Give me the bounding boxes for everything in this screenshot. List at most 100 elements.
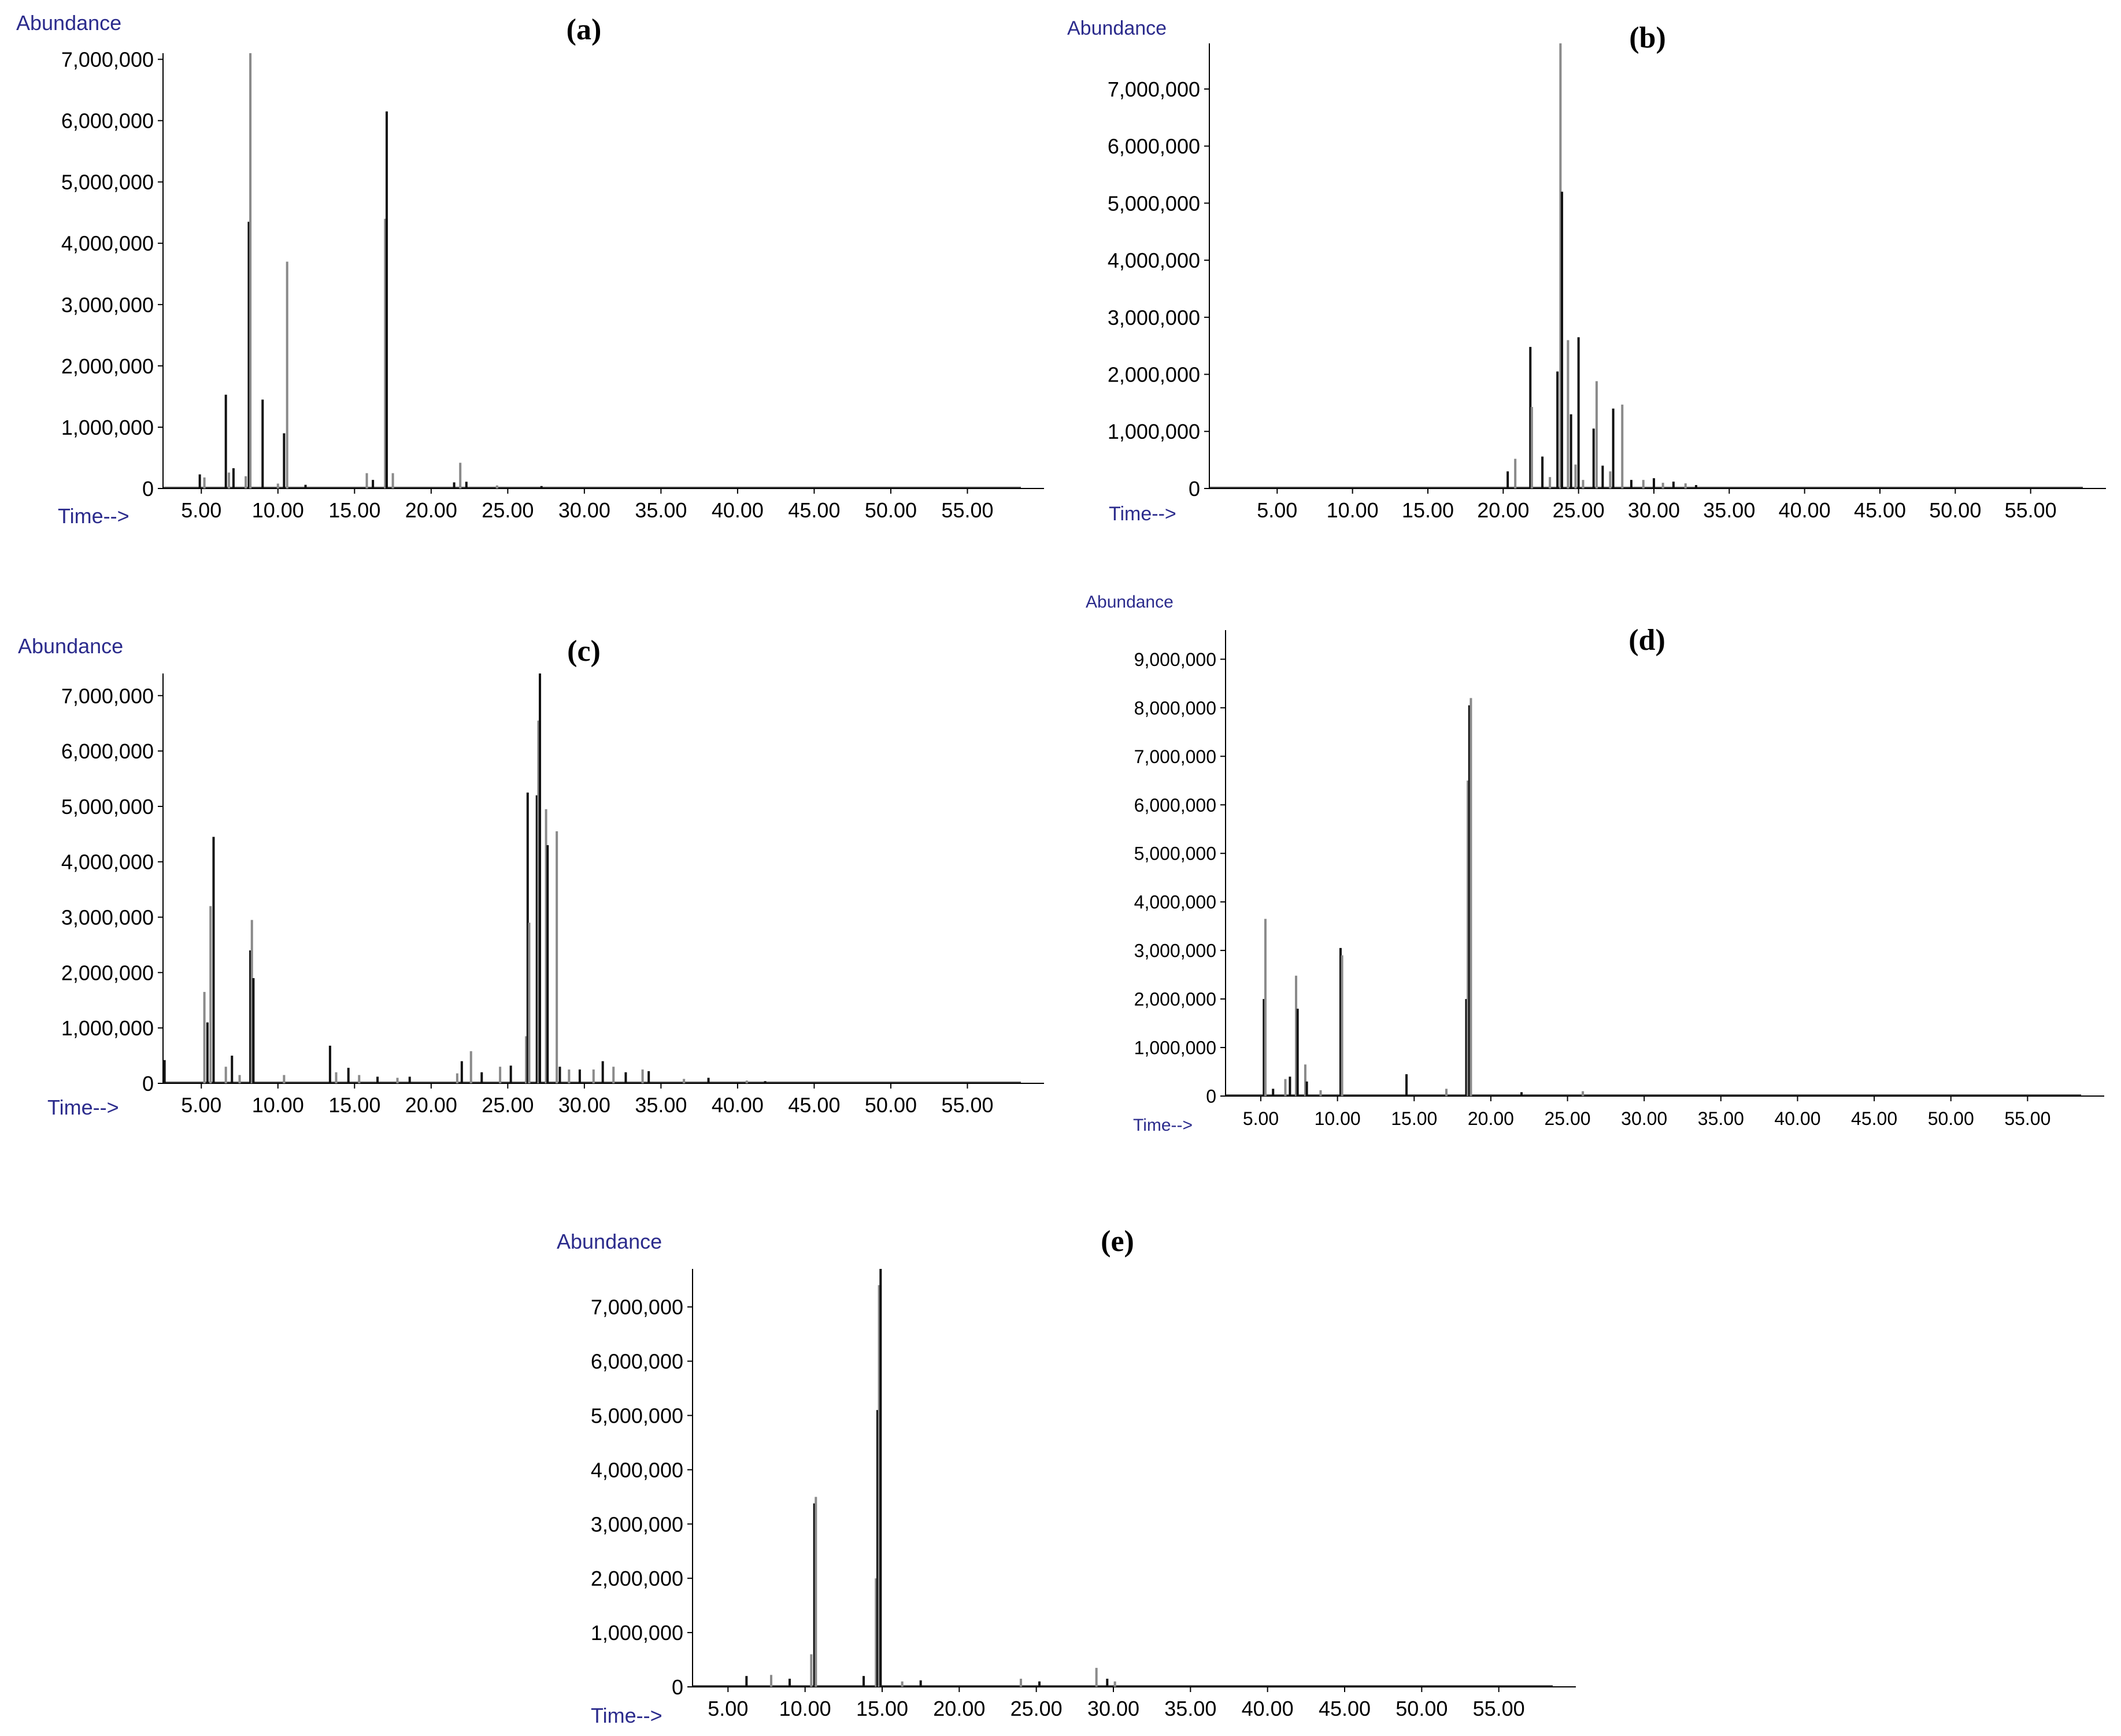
x-tick-label: 10.00 [252, 498, 304, 522]
chart-panel-1: 0 1,000,000 2,000,000 3,000,000 4,000,000 5,0… [16, 11, 1044, 528]
x-tick-label: 25.00 [1010, 1697, 1063, 1720]
x-tick-label: 50.00 [865, 498, 917, 522]
x-tick-label: 25.00 [1553, 498, 1605, 522]
x-axis-title: Time--> [1133, 1116, 1193, 1135]
y-tick-label: 3,000,000 [61, 906, 154, 930]
y-axis-title: Abundance [557, 1230, 662, 1253]
x-tick-label: 15.00 [328, 1093, 380, 1117]
y-tick-label: 8,000,000 [1134, 698, 1216, 719]
y-tick-label: 0 [142, 477, 154, 501]
x-tick-label: 35.00 [635, 1093, 687, 1117]
x-tick-label: 5.00 [181, 498, 221, 522]
x-tick-label: 35.00 [1703, 498, 1755, 522]
x-tick-label: 5.00 [1257, 498, 1297, 522]
x-tick-label: 30.00 [1621, 1108, 1667, 1129]
y-tick-label: 1,000,000 [61, 416, 154, 439]
x-tick-label: 30.00 [1087, 1697, 1139, 1720]
y-tick-label: 1,000,000 [1134, 1038, 1216, 1058]
y-tick-label: 4,000,000 [1108, 249, 1200, 272]
y-tick-label: 7,000,000 [61, 684, 154, 708]
y-tick-label: 2,000,000 [1108, 363, 1200, 387]
x-tick-label: 55.00 [941, 498, 993, 522]
y-tick-label: 5,000,000 [591, 1404, 683, 1427]
y-tick-label: 9,000,000 [1134, 649, 1216, 670]
x-tick-label: 40.00 [1774, 1108, 1820, 1129]
chart-panel-5: 0 1,000,000 2,000,000 3,000,000 4,000,000 5,0… [557, 1225, 1576, 1727]
x-tick-label: 25.00 [1545, 1108, 1591, 1129]
x-tick-label: 55.00 [941, 1093, 993, 1117]
y-tick-label: 3,000,000 [1134, 941, 1216, 961]
y-tick-label: 0 [672, 1675, 683, 1699]
y-tick-label: 1,000,000 [1108, 420, 1200, 443]
y-tick-label: 6,000,000 [61, 109, 154, 133]
y-tick-label: 5,000,000 [1108, 191, 1200, 215]
y-axis-title: Abundance [18, 634, 123, 658]
x-tick-label: 30.00 [558, 498, 610, 522]
y-tick-label: 5,000,000 [61, 171, 154, 194]
y-tick-label: 7,000,000 [61, 48, 154, 72]
chart-panel-4: 0 1,000,000 2,000,000 3,000,000 4,000,000 5,0… [1086, 593, 2104, 1135]
y-tick-label: 0 [142, 1072, 154, 1095]
y-tick-label: 5,000,000 [61, 795, 154, 819]
x-tick-label: 50.00 [1928, 1108, 1974, 1129]
x-tick-label: 10.00 [252, 1093, 304, 1117]
y-tick-label: 4,000,000 [1134, 892, 1216, 913]
x-tick-label: 35.00 [635, 498, 687, 522]
x-tick-label: 45.00 [1854, 498, 1906, 522]
x-tick-label: 35.00 [1698, 1108, 1744, 1129]
x-tick-label: 25.00 [482, 498, 534, 522]
x-tick-label: 20.00 [405, 498, 457, 522]
x-tick-label: 20.00 [405, 1093, 457, 1117]
x-tick-label: 15.00 [328, 498, 380, 522]
x-tick-label: 50.00 [1396, 1697, 1448, 1720]
y-tick-label: 7,000,000 [1134, 746, 1216, 767]
panel-label: (a) [567, 13, 602, 46]
x-axis-title: Time--> [47, 1095, 119, 1119]
y-axis-title: Abundance [1086, 593, 1174, 612]
x-tick-label: 30.00 [1628, 498, 1680, 522]
y-tick-label: 2,000,000 [61, 961, 154, 984]
x-tick-label: 40.00 [712, 1093, 764, 1117]
x-tick-label: 5.00 [181, 1093, 221, 1117]
y-tick-label: 1,000,000 [61, 1016, 154, 1040]
y-tick-label: 6,000,000 [61, 739, 154, 763]
y-tick-label: 6,000,000 [591, 1350, 683, 1374]
y-tick-label: 4,000,000 [591, 1458, 683, 1482]
y-tick-label: 3,000,000 [1108, 306, 1200, 330]
x-axis-title: Time--> [1109, 503, 1176, 525]
y-tick-label: 1,000,000 [591, 1621, 683, 1645]
y-tick-label: 2,000,000 [1134, 989, 1216, 1010]
y-tick-label: 6,000,000 [1134, 795, 1216, 816]
x-tick-label: 40.00 [712, 498, 764, 522]
x-tick-label: 45.00 [1851, 1108, 1897, 1129]
x-tick-label: 15.00 [856, 1697, 908, 1720]
x-tick-label: 55.00 [2004, 1108, 2050, 1129]
x-tick-label: 10.00 [1327, 498, 1379, 522]
chart-panel-2: 0 1,000,000 2,000,000 3,000,000 4,000,000 5,0… [1067, 17, 2106, 525]
y-tick-label: 2,000,000 [61, 354, 154, 378]
y-tick-label: 4,000,000 [61, 232, 154, 256]
y-tick-label: 5,000,000 [1134, 843, 1216, 864]
y-tick-label: 2,000,000 [591, 1567, 683, 1590]
y-tick-label: 3,000,000 [61, 293, 154, 317]
y-tick-label: 0 [1189, 477, 1200, 501]
x-tick-label: 10.00 [1315, 1108, 1361, 1129]
x-axis-title: Time--> [591, 1704, 662, 1727]
panel-label: (e) [1101, 1225, 1134, 1258]
x-tick-label: 10.00 [779, 1697, 831, 1720]
x-tick-label: 20.00 [1477, 498, 1529, 522]
x-tick-label: 30.00 [558, 1093, 610, 1117]
x-tick-label: 15.00 [1391, 1108, 1437, 1129]
x-tick-label: 15.00 [1402, 498, 1454, 522]
x-tick-label: 40.00 [1242, 1697, 1294, 1720]
panel-label: (d) [1628, 624, 1665, 657]
panel-label: (c) [567, 635, 601, 668]
x-tick-label: 25.00 [482, 1093, 534, 1117]
y-tick-label: 3,000,000 [591, 1512, 683, 1536]
y-axis-title: Abundance [16, 11, 121, 35]
y-tick-label: 0 [1206, 1086, 1216, 1107]
chart-panel-3: 0 1,000,000 2,000,000 3,000,000 4,000,000 5,0… [18, 634, 1044, 1119]
x-tick-label: 5.00 [1243, 1108, 1279, 1129]
x-tick-label: 45.00 [1319, 1697, 1371, 1720]
